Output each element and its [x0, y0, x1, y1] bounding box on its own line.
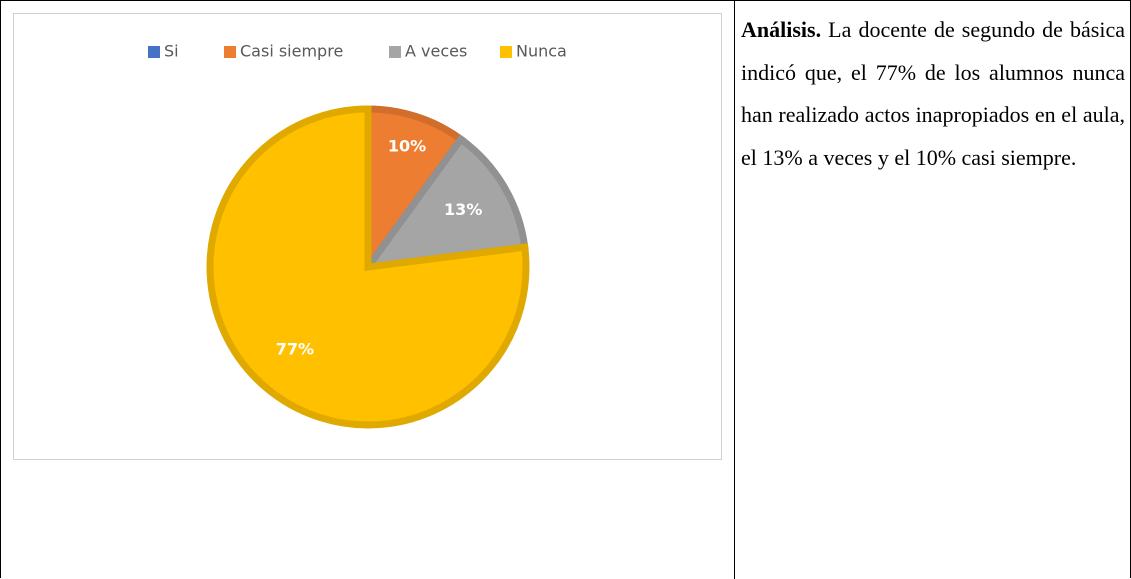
legend-label: Casi siempre: [240, 42, 343, 61]
data-label: 13%: [444, 200, 482, 219]
legend-swatch: [500, 46, 512, 58]
pie-slice: [206, 105, 530, 429]
data-label: 10%: [388, 136, 426, 155]
cell-divider: [734, 1, 735, 579]
analysis-heading: Análisis.: [741, 17, 822, 42]
analysis-body: La docente de segundo de básica indicó q…: [741, 17, 1125, 170]
legend-label: Si: [164, 42, 179, 61]
analysis-paragraph: Análisis. La docente de segundo de básic…: [741, 9, 1125, 179]
legend-label: A veces: [405, 42, 467, 61]
legend-swatch: [224, 46, 236, 58]
pie-slice: [360, 134, 529, 272]
legend-swatch: [148, 46, 160, 58]
legend-swatch: [389, 46, 401, 58]
data-label: 77%: [276, 339, 314, 358]
legend-label: Nunca: [516, 42, 567, 61]
